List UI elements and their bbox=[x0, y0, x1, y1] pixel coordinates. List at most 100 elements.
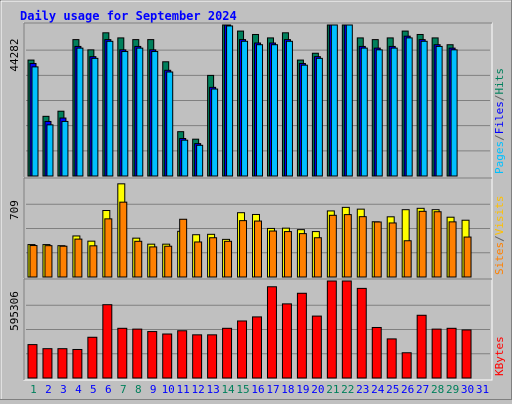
day-label-3: 3 bbox=[60, 383, 67, 396]
day-label-25: 25 bbox=[386, 383, 399, 396]
bar-sites-sites-day-16 bbox=[254, 220, 262, 278]
bar-sites-sites-day-3 bbox=[59, 245, 68, 278]
bar-hits-pages-day-27 bbox=[420, 40, 428, 177]
bar-hits-pages-day-28 bbox=[435, 45, 443, 177]
legend-sites: Sites/Visits bbox=[493, 196, 506, 276]
bar-kbytes-kbytes-day-7 bbox=[117, 327, 128, 379]
bar-sites-sites-day-21 bbox=[328, 214, 337, 278]
bar-hits-pages-day-4 bbox=[76, 47, 84, 177]
bar-hits-pages-day-13 bbox=[211, 88, 219, 177]
bar-sites-sites-day-11 bbox=[179, 218, 188, 278]
day-label-26: 26 bbox=[401, 383, 414, 396]
bar-sites-sites-day-12 bbox=[194, 241, 203, 278]
legend-entry-kbytes: KBytes bbox=[493, 336, 506, 376]
bar-kbytes-kbytes-day-11 bbox=[177, 330, 188, 379]
bar-sites-sites-day-7 bbox=[119, 201, 128, 278]
bar-kbytes-kbytes-day-6 bbox=[102, 304, 113, 379]
legend-entry-sites: / bbox=[493, 235, 506, 242]
legend-entry-sites: Sites bbox=[493, 242, 506, 275]
ymax-label-sites: 709 bbox=[8, 200, 21, 220]
bar-sites-sites-day-30 bbox=[463, 236, 472, 278]
day-label-21: 21 bbox=[326, 383, 339, 396]
bar-kbytes-kbytes-day-12 bbox=[192, 334, 203, 379]
bar-kbytes-kbytes-day-19 bbox=[296, 292, 307, 379]
bar-hits-pages-day-29 bbox=[450, 49, 458, 177]
bar-kbytes-kbytes-day-24 bbox=[371, 326, 382, 379]
bar-hits-pages-day-12 bbox=[196, 144, 204, 177]
bar-kbytes-kbytes-day-5 bbox=[87, 336, 98, 379]
bar-sites-sites-day-5 bbox=[89, 245, 98, 278]
day-label-24: 24 bbox=[371, 383, 385, 396]
bar-hits-pages-day-7 bbox=[121, 51, 129, 177]
day-label-5: 5 bbox=[90, 383, 97, 396]
ymax-label-hits: 44282 bbox=[8, 38, 21, 71]
bar-hits-pages-day-16 bbox=[256, 44, 264, 177]
bar-sites-sites-day-4 bbox=[74, 238, 83, 278]
bar-kbytes-kbytes-day-4 bbox=[72, 348, 83, 379]
bar-sites-sites-day-26 bbox=[403, 240, 412, 278]
bar-hits-pages-day-1 bbox=[31, 66, 39, 177]
bar-sites-sites-day-29 bbox=[448, 221, 457, 278]
day-label-9: 9 bbox=[150, 383, 157, 396]
bar-hits-pages-day-10 bbox=[166, 71, 174, 177]
bar-hits-pages-day-17 bbox=[270, 44, 278, 177]
bar-hits-pages-day-8 bbox=[136, 47, 144, 177]
bar-hits-pages-day-19 bbox=[300, 64, 308, 177]
bar-sites-sites-day-24 bbox=[373, 221, 382, 278]
ymax-label-kbytes: 595306 bbox=[8, 291, 21, 331]
day-label-2: 2 bbox=[45, 383, 52, 396]
day-label-1: 1 bbox=[30, 383, 37, 396]
bar-hits-pages-day-24 bbox=[375, 49, 383, 177]
bar-sites-sites-day-23 bbox=[358, 216, 367, 278]
day-label-13: 13 bbox=[206, 383, 219, 396]
day-label-23: 23 bbox=[356, 383, 369, 396]
bar-kbytes-kbytes-day-23 bbox=[356, 287, 367, 379]
bar-hits-pages-day-14 bbox=[226, 25, 234, 177]
bar-sites-sites-day-9 bbox=[149, 246, 158, 278]
bar-hits-pages-day-23 bbox=[360, 47, 368, 177]
bar-hits-pages-day-18 bbox=[285, 40, 293, 177]
bar-sites-sites-day-15 bbox=[239, 220, 248, 278]
day-label-27: 27 bbox=[416, 383, 429, 396]
legend-entry-hits: Pages bbox=[493, 141, 506, 174]
legend-hits: Pages/Files/Hits bbox=[493, 68, 506, 174]
bar-hits-pages-day-6 bbox=[106, 40, 114, 177]
bar-hits-pages-day-22 bbox=[345, 24, 353, 177]
day-label-30: 30 bbox=[461, 383, 474, 396]
bar-kbytes-kbytes-day-9 bbox=[147, 331, 158, 379]
bar-kbytes-kbytes-day-3 bbox=[57, 348, 68, 379]
bar-kbytes-kbytes-day-1 bbox=[27, 344, 38, 379]
day-label-14: 14 bbox=[221, 383, 235, 396]
day-label-7: 7 bbox=[120, 383, 127, 396]
legend-entry-hits: Files bbox=[493, 101, 506, 134]
bar-sites-sites-day-6 bbox=[104, 218, 113, 278]
bar-sites-sites-day-8 bbox=[134, 240, 143, 278]
legend-entry-hits: / bbox=[493, 95, 506, 102]
bar-kbytes-kbytes-day-28 bbox=[431, 328, 442, 379]
bar-kbytes-kbytes-day-17 bbox=[266, 286, 277, 379]
bar-kbytes-kbytes-day-16 bbox=[252, 316, 262, 379]
bar-kbytes-kbytes-day-8 bbox=[132, 328, 143, 379]
bar-sites-sites-day-14 bbox=[224, 240, 233, 278]
day-label-15: 15 bbox=[236, 383, 249, 396]
bar-kbytes-kbytes-day-13 bbox=[207, 334, 218, 379]
bar-kbytes-kbytes-day-2 bbox=[42, 348, 53, 379]
day-label-22: 22 bbox=[341, 383, 354, 396]
day-label-29: 29 bbox=[446, 383, 459, 396]
legend-entry-hits: / bbox=[493, 134, 506, 141]
bar-hits-pages-day-15 bbox=[241, 40, 249, 177]
bar-kbytes-kbytes-day-27 bbox=[416, 314, 427, 379]
day-label-28: 28 bbox=[431, 383, 444, 396]
bar-kbytes-kbytes-day-22 bbox=[341, 280, 352, 379]
legend-entry-sites: Visits bbox=[493, 196, 506, 236]
bar-kbytes-kbytes-day-18 bbox=[281, 303, 292, 379]
day-label-31: 31 bbox=[476, 383, 489, 396]
bar-sites-sites-day-20 bbox=[313, 237, 322, 278]
bar-kbytes-kbytes-day-29 bbox=[446, 327, 457, 379]
bar-kbytes-kbytes-day-10 bbox=[162, 333, 173, 379]
bar-kbytes-kbytes-day-14 bbox=[222, 327, 233, 379]
bar-hits-pages-day-20 bbox=[315, 57, 323, 177]
day-label-20: 20 bbox=[311, 383, 324, 396]
day-label-4: 4 bbox=[75, 383, 82, 396]
